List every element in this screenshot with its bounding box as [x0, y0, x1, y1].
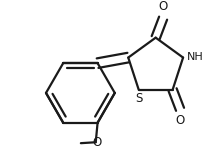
Text: O: O [175, 114, 185, 127]
Text: S: S [135, 92, 142, 105]
Text: O: O [93, 136, 102, 149]
Text: O: O [159, 1, 168, 13]
Text: NH: NH [186, 52, 203, 62]
